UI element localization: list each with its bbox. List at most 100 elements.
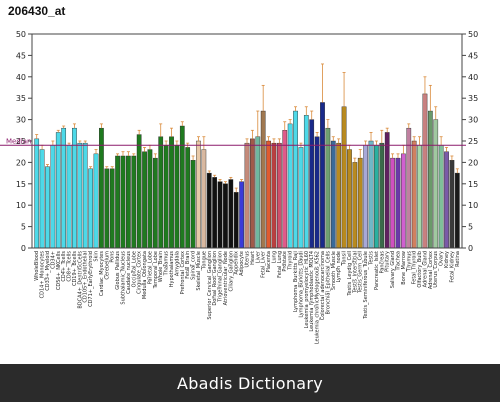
bar bbox=[72, 127, 77, 249]
bar bbox=[260, 110, 266, 249]
bar bbox=[212, 177, 218, 249]
bar bbox=[115, 155, 120, 249]
x-tick-label: Ciliary_Ganglion bbox=[228, 251, 234, 292]
x-tick-label: CD105+_Endothelial bbox=[83, 251, 89, 303]
y-tick-label-right: 10 bbox=[468, 201, 478, 210]
x-tick-label: Fetal_Thyroid bbox=[412, 251, 418, 284]
bar bbox=[427, 110, 433, 249]
y-tick-label-left: 50 bbox=[16, 30, 26, 39]
bar bbox=[384, 132, 390, 249]
x-tick-label: Leukemia_chronicMyelogenous_K562 bbox=[315, 251, 321, 344]
chart-title: 206430_at bbox=[8, 4, 66, 18]
x-tick-label: Caudate_nucleus bbox=[126, 251, 132, 294]
x-tick-label: Occipital_Lobe bbox=[131, 251, 137, 287]
bar bbox=[438, 145, 444, 249]
bar bbox=[422, 93, 428, 249]
x-tick-label: Skeletal_Muscle bbox=[196, 251, 202, 291]
footer-bar: Abadis Dictionary bbox=[0, 364, 500, 402]
bar bbox=[379, 142, 385, 249]
x-tick-label: Salivary_Gland bbox=[390, 251, 396, 288]
y-tick-label-right: 30 bbox=[468, 116, 478, 125]
x-tick-label: Kidney bbox=[444, 251, 450, 268]
bar bbox=[298, 147, 304, 249]
x-tick-label: Adipocyte bbox=[239, 251, 245, 276]
x-tick-label: Leukemia_promyelocytic_HL60 bbox=[304, 251, 310, 328]
bar bbox=[201, 149, 207, 249]
x-tick-label: Dorsal_Root_Ganglion bbox=[212, 251, 218, 306]
bar bbox=[190, 160, 196, 249]
bar bbox=[330, 140, 336, 249]
x-tick-label: Thyroid bbox=[288, 251, 294, 271]
x-tick-label: Cerebellum bbox=[104, 251, 110, 280]
x-tick-label: Bronchial_Epithelial_Cells bbox=[325, 251, 331, 315]
x-tick-label: Fetal_Kidney bbox=[449, 251, 455, 283]
x-tick-label: Testis_Seminiferous_Tubule bbox=[363, 251, 369, 320]
bar bbox=[303, 115, 309, 249]
bar bbox=[255, 136, 261, 249]
y-tick-label-right: 20 bbox=[468, 158, 478, 167]
x-tick-label: Uterus_Corpus bbox=[433, 251, 439, 288]
x-tick-label: CD14+_Monocytes bbox=[40, 251, 46, 299]
y-tick-label-left: 45 bbox=[16, 51, 26, 60]
bar bbox=[282, 130, 288, 249]
bar bbox=[449, 160, 455, 249]
bar bbox=[109, 168, 115, 249]
x-tick-label: Pancreatic_Islet bbox=[374, 251, 380, 290]
x-tick-label: Spinal_cord bbox=[191, 251, 197, 280]
x-tick-label: Lung bbox=[271, 251, 277, 263]
bar bbox=[169, 136, 174, 249]
x-tick-label: Colorectal_adenocarcinoma bbox=[320, 251, 326, 320]
bar bbox=[239, 181, 244, 249]
x-tick-label: Testis_Germ_Cell bbox=[358, 251, 364, 294]
x-tick-label: Pons bbox=[110, 251, 116, 263]
x-tick-label: Parietal_Lobe bbox=[147, 251, 153, 284]
bar bbox=[368, 140, 374, 249]
y-tick-label-left: 30 bbox=[16, 116, 26, 125]
median-label: Median bbox=[6, 137, 31, 145]
y-tick-label-right: 50 bbox=[468, 30, 478, 39]
bar bbox=[352, 162, 358, 249]
x-tick-label: Trachea bbox=[395, 251, 401, 272]
bar bbox=[357, 157, 363, 249]
bar bbox=[271, 142, 277, 249]
chart-canvas: 0 0 5 5 10 10 15 15 20 20 25 25 30 30 35 35 40 40 45 45 50 50… bbox=[0, 30, 478, 344]
bar bbox=[309, 119, 315, 249]
y-tick-label-right: 45 bbox=[468, 51, 478, 60]
x-tick-label: CD34+ bbox=[50, 251, 56, 269]
bar bbox=[293, 110, 298, 249]
x-tick-label: Lymphoma_Burkitts_Daudi bbox=[298, 251, 304, 318]
bar bbox=[50, 145, 56, 249]
x-tick-label: Medulla_Oblongata bbox=[142, 251, 148, 299]
x-tick-label: Atrioventricular_Node bbox=[223, 251, 229, 305]
x-tick-label: Fetal_Liver bbox=[261, 250, 267, 278]
y-tick-label-right: 5 bbox=[468, 223, 473, 232]
y-tick-label-left: 40 bbox=[16, 73, 26, 82]
x-tick-label: Pituitary bbox=[385, 251, 391, 272]
x-tick-label: Trigeminal_Ganglion bbox=[218, 251, 224, 303]
bar bbox=[196, 140, 201, 249]
bar bbox=[411, 140, 417, 249]
x-tick-label: Bone_Marrow bbox=[401, 251, 407, 285]
bar bbox=[228, 179, 234, 249]
y-tick-label-left: 35 bbox=[16, 94, 26, 103]
bar bbox=[454, 172, 460, 249]
bar bbox=[401, 153, 406, 249]
bar bbox=[131, 155, 137, 249]
bar bbox=[45, 166, 50, 249]
bar bbox=[395, 157, 401, 249]
x-tick-label: Testis bbox=[369, 251, 375, 266]
x-tick-label: Prostate bbox=[282, 251, 288, 272]
x-tick-label: Uterus bbox=[245, 251, 251, 268]
bar bbox=[406, 127, 412, 249]
x-tick-label: Appendix bbox=[234, 251, 240, 275]
y-tick-label-left: 0 bbox=[21, 244, 26, 253]
bar bbox=[39, 149, 45, 249]
x-tick-label: Retina bbox=[455, 251, 461, 267]
x-tick-label: WholeBlood bbox=[34, 251, 40, 281]
x-tick-label: Fetal_Brain bbox=[185, 251, 191, 279]
x-tick-label: Heart bbox=[250, 251, 256, 265]
bar bbox=[142, 151, 147, 249]
bar bbox=[223, 183, 228, 249]
bar bbox=[417, 145, 422, 249]
x-tick-label: Pancreas bbox=[379, 251, 385, 274]
